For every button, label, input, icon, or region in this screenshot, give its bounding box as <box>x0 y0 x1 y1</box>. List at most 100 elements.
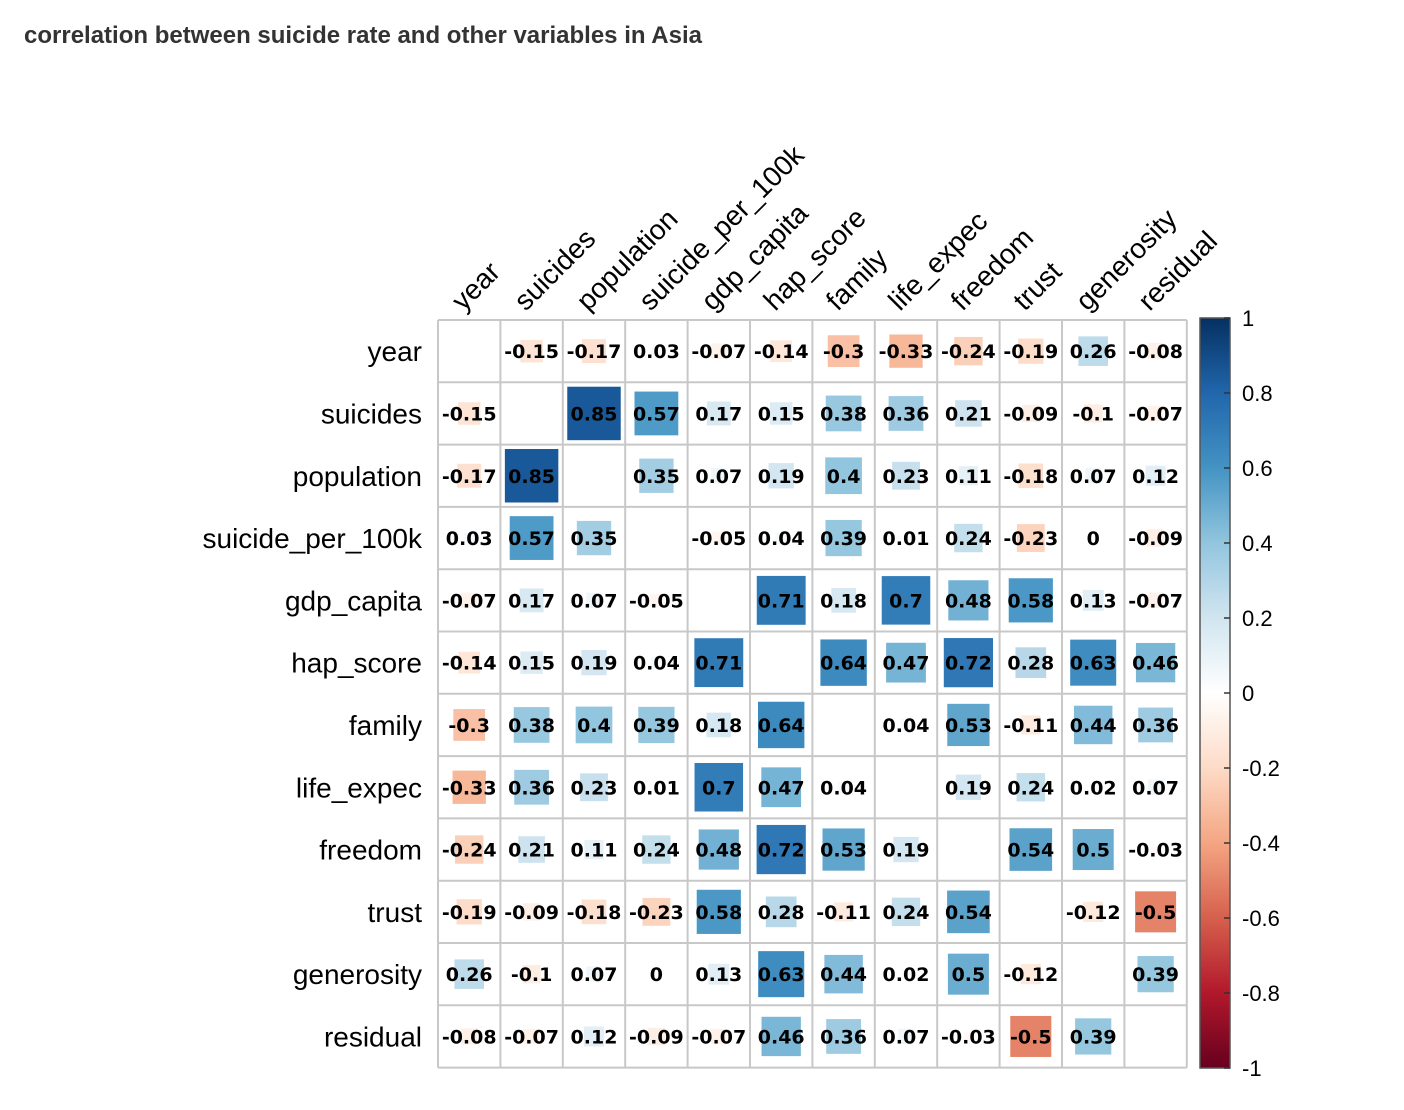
corr-value-generosity-suicide_per_100k: 0 <box>650 964 663 986</box>
corr-value-year-gdp_capita: -0.07 <box>691 341 746 363</box>
corr-value-life_expec-gdp_capita: 0.7 <box>702 777 736 799</box>
row-label-suicide_per_100k: suicide_per_100k <box>203 523 423 554</box>
row-label-life_expec: life_expec <box>296 772 422 803</box>
corr-cell-trust-year <box>456 899 482 925</box>
corr-cell-residual-suicide_per_100k <box>647 1027 666 1046</box>
corr-cell-hap_score-residual <box>1135 642 1176 683</box>
corr-value-suicide_per_100k-freedom: 0.24 <box>945 528 992 550</box>
corr-cell-family-residual <box>1138 707 1173 743</box>
corr-cell-residual-year <box>460 1028 478 1045</box>
corr-cell-year-generosity <box>1078 336 1108 366</box>
corr-value-family-suicide_per_100k: 0.39 <box>633 715 680 737</box>
corr-value-freedom-suicides: 0.21 <box>508 840 555 862</box>
corr-cell-suicide_per_100k-gdp_capita <box>712 531 726 545</box>
corr-value-family-residual: 0.36 <box>1132 715 1179 737</box>
corr-cell-year-family <box>827 335 860 368</box>
corr-cell-family-trust <box>1021 715 1041 735</box>
corr-value-suicide_per_100k-gdp_capita: -0.05 <box>691 528 746 550</box>
corr-cell-trust-residual <box>1135 891 1177 933</box>
corr-value-generosity-trust: -0.12 <box>1003 964 1058 986</box>
corr-cell-gdp_capita-generosity <box>1082 589 1104 611</box>
corr-value-life_expec-freedom: 0.19 <box>945 777 992 799</box>
corr-value-suicide_per_100k-hap_score: 0.04 <box>758 528 805 550</box>
corr-cell-freedom-hap_score <box>756 824 806 875</box>
corr-value-gdp_capita-freedom: 0.48 <box>945 590 992 612</box>
corr-value-family-hap_score: 0.64 <box>758 715 805 737</box>
corr-value-family-generosity: 0.44 <box>1070 715 1117 737</box>
corr-cell-hap_score-trust <box>1015 647 1047 678</box>
corr-cell-year-gdp_capita <box>711 343 727 359</box>
corr-cell-year-life_expec <box>889 334 923 368</box>
corr-value-hap_score-generosity: 0.63 <box>1070 653 1117 675</box>
corr-value-residual-year: -0.08 <box>442 1026 497 1048</box>
corr-cell-generosity-year <box>454 959 484 989</box>
corr-value-gdp_capita-year: -0.07 <box>442 590 497 612</box>
corr-cell-suicides-population <box>567 386 621 441</box>
row-label-suicides: suicides <box>321 398 422 429</box>
corr-cell-year-hap_score <box>770 340 793 363</box>
corr-value-suicides-population: 0.85 <box>571 403 618 425</box>
corr-cell-residual-generosity <box>1075 1018 1112 1055</box>
corr-cell-gdp_capita-life_expec <box>881 576 931 625</box>
corr-cell-trust-suicide_per_100k <box>642 897 671 926</box>
corr-value-trust-hap_score: 0.28 <box>758 902 805 924</box>
corr-cell-population-gdp_capita <box>711 468 727 484</box>
corr-value-generosity-life_expec: 0.02 <box>883 964 930 986</box>
corr-value-year-freedom: -0.24 <box>941 341 996 363</box>
corr-value-trust-suicide_per_100k: -0.23 <box>629 902 684 924</box>
colorbar-tick-label: -0.8 <box>1242 981 1280 1006</box>
corr-cell-suicides-suicide_per_100k <box>634 391 679 436</box>
row-label-hap_score: hap_score <box>291 648 422 679</box>
corr-cell-family-generosity <box>1073 705 1113 745</box>
corr-value-suicides-hap_score: 0.15 <box>758 403 805 425</box>
corr-value-gdp_capita-residual: -0.07 <box>1128 590 1183 612</box>
corr-cell-population-year <box>457 463 482 488</box>
corr-value-residual-freedom: -0.03 <box>941 1026 996 1048</box>
corr-value-generosity-family: 0.44 <box>820 964 867 986</box>
corr-value-generosity-suicides: -0.1 <box>511 964 553 986</box>
corr-cell-hap_score-population <box>581 650 607 676</box>
corr-cell-residual-population <box>583 1026 605 1047</box>
corr-value-hap_score-life_expec: 0.47 <box>883 653 930 675</box>
corr-value-trust-year: -0.19 <box>442 902 497 924</box>
corr-cell-life_expec-generosity <box>1089 783 1098 792</box>
corr-value-population-trust: -0.18 <box>1003 466 1058 488</box>
row-label-trust: trust <box>368 897 423 928</box>
corr-value-suicides-life_expec: 0.36 <box>883 403 930 425</box>
corr-value-life_expec-family: 0.04 <box>820 777 867 799</box>
corr-value-life_expec-trust: 0.24 <box>1007 777 1054 799</box>
corr-value-generosity-hap_score: 0.63 <box>758 964 805 986</box>
corr-value-hap_score-gdp_capita: 0.71 <box>695 653 742 675</box>
corr-cell-suicides-freedom <box>955 400 982 427</box>
corr-cell-year-suicide_per_100k <box>651 346 662 357</box>
corr-value-generosity-residual: 0.39 <box>1132 964 1179 986</box>
corr-value-trust-family: -0.11 <box>816 902 871 924</box>
corr-cell-year-freedom <box>954 336 983 366</box>
corr-cell-gdp_capita-residual <box>1147 592 1164 609</box>
corr-value-hap_score-family: 0.64 <box>820 653 867 675</box>
corr-value-life_expec-generosity: 0.02 <box>1070 777 1117 799</box>
corr-value-suicide_per_100k-year: 0.03 <box>446 528 493 550</box>
corr-value-hap_score-residual: 0.46 <box>1132 653 1179 675</box>
corr-value-family-freedom: 0.53 <box>945 715 992 737</box>
corr-cell-trust-hap_score <box>765 896 797 928</box>
corr-cell-generosity-residual <box>1137 956 1174 993</box>
corr-value-life_expec-suicides: 0.36 <box>508 777 555 799</box>
corr-cell-trust-life_expec <box>891 897 921 927</box>
corr-cell-gdp_capita-family <box>831 588 856 613</box>
corr-value-life_expec-year: -0.33 <box>442 777 497 799</box>
corr-value-year-residual: -0.08 <box>1128 341 1183 363</box>
corr-value-freedom-year: -0.24 <box>442 840 497 862</box>
corr-cell-residual-trust <box>1010 1015 1052 1057</box>
colorbar-tick-label: 0.2 <box>1242 606 1273 631</box>
corr-cell-family-year <box>453 709 486 741</box>
corr-value-freedom-residual: -0.03 <box>1128 840 1183 862</box>
corr-cell-freedom-trust <box>1009 828 1053 871</box>
colorbar-tick-label: -0.2 <box>1242 756 1280 781</box>
corr-cell-suicide_per_100k-trust <box>1016 524 1045 552</box>
corr-cell-generosity-suicides <box>522 964 541 984</box>
corr-value-hap_score-population: 0.19 <box>571 653 618 675</box>
corr-cell-life_expec-residual <box>1147 779 1164 795</box>
corr-cell-life_expec-year <box>452 770 486 804</box>
corr-value-suicide_per_100k-generosity: 0 <box>1087 528 1100 550</box>
